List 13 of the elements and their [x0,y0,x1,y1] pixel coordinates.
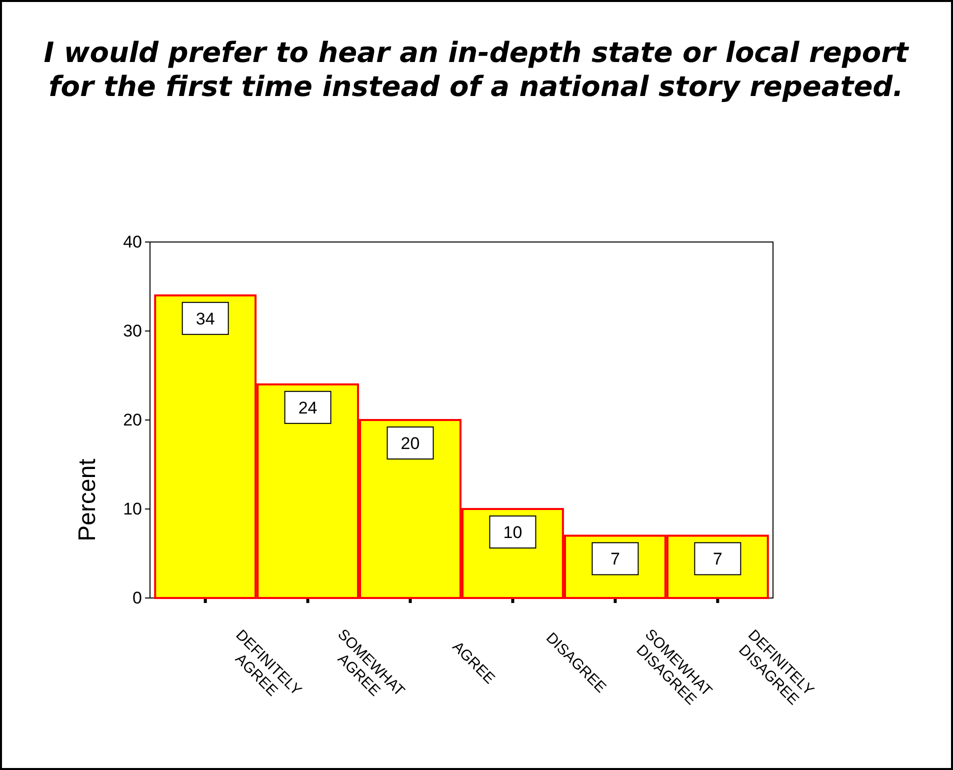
y-axis-title: Percent [74,458,101,542]
y-tick-label: 20 [123,410,142,430]
y-tick-label: 10 [123,499,142,518]
data-label: 10 [503,523,522,542]
y-tick-label: 40 [123,232,142,252]
data-label: 34 [196,309,215,328]
y-tick-label: 0 [132,588,142,608]
data-label: 7 [610,550,620,569]
data-label: 20 [400,434,420,453]
data-label: 24 [298,398,318,418]
data-label: 7 [712,550,722,569]
y-tick-label: 30 [123,321,142,340]
chart-title: I would prefer to hear an in-depth state or local report for the first time instead of a national story repeated. [44,36,910,103]
